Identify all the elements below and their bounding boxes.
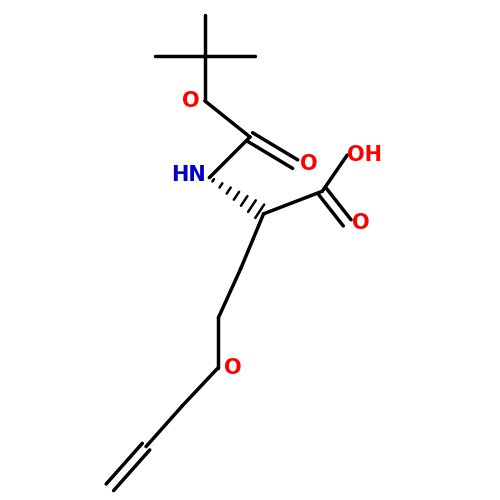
Text: HN: HN: [172, 166, 206, 186]
Text: O: O: [300, 154, 318, 174]
Text: O: O: [182, 91, 199, 111]
Text: OH: OH: [347, 145, 382, 165]
Text: O: O: [352, 213, 370, 233]
Text: O: O: [224, 358, 242, 378]
